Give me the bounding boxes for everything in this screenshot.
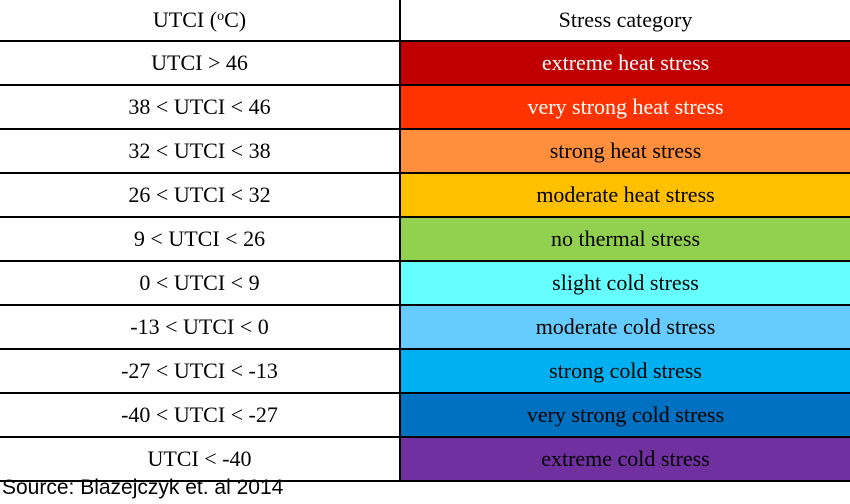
header-degree-mark: o bbox=[217, 9, 225, 24]
table-row: 38 < UTCI < 46 very strong heat stress bbox=[0, 85, 850, 130]
utci-range-cell: 32 < UTCI < 38 bbox=[0, 129, 401, 174]
table-row: -13 < UTCI < 0 moderate cold stress bbox=[0, 305, 850, 350]
utci-stress-table: UTCI (oC) Stress category UTCI > 46 extre… bbox=[0, 0, 850, 482]
table-header-row: UTCI (oC) Stress category bbox=[0, 0, 850, 42]
table-row: -40 < UTCI < -27 very strong cold stress bbox=[0, 393, 850, 438]
stress-category-cell: slight cold stress bbox=[400, 261, 850, 306]
table-row: 32 < UTCI < 38 strong heat stress bbox=[0, 129, 850, 174]
table-row: UTCI > 46 extreme heat stress bbox=[0, 41, 850, 86]
stress-category-cell: very strong heat stress bbox=[400, 85, 850, 130]
utci-range-cell: 38 < UTCI < 46 bbox=[0, 85, 401, 130]
utci-range-cell: -40 < UTCI < -27 bbox=[0, 393, 401, 438]
stress-category-cell: strong heat stress bbox=[400, 129, 850, 174]
stress-category-cell: no thermal stress bbox=[400, 217, 850, 262]
utci-range-cell: -13 < UTCI < 0 bbox=[0, 305, 401, 350]
stress-category-cell: moderate cold stress bbox=[400, 305, 850, 350]
stress-category-cell: extreme heat stress bbox=[400, 41, 850, 86]
stress-category-cell: strong cold stress bbox=[400, 349, 850, 394]
header-utci-range: UTCI (oC) bbox=[0, 0, 401, 42]
utci-range-cell: 26 < UTCI < 32 bbox=[0, 173, 401, 218]
utci-range-cell: 0 < UTCI < 9 bbox=[0, 261, 401, 306]
table-row: 0 < UTCI < 9 slight cold stress bbox=[0, 261, 850, 306]
header-utci-suffix: C) bbox=[224, 7, 247, 32]
header-utci-prefix: UTCI ( bbox=[152, 7, 218, 32]
stress-category-cell: extreme cold stress bbox=[400, 437, 850, 482]
header-stress-category: Stress category bbox=[400, 0, 850, 42]
utci-range-cell: 9 < UTCI < 26 bbox=[0, 217, 401, 262]
utci-range-cell: -27 < UTCI < -13 bbox=[0, 349, 401, 394]
table-row: UTCI < -40 extreme cold stress bbox=[0, 437, 850, 482]
utci-range-cell: UTCI > 46 bbox=[0, 41, 401, 86]
utci-range-cell: UTCI < -40 bbox=[0, 437, 401, 482]
stress-category-cell: moderate heat stress bbox=[400, 173, 850, 218]
table-row: 26 < UTCI < 32 moderate heat stress bbox=[0, 173, 850, 218]
table-row: 9 < UTCI < 26 no thermal stress bbox=[0, 217, 850, 262]
stress-category-cell: very strong cold stress bbox=[400, 393, 850, 438]
source-citation: Source: Blazejczyk et. al 2014 bbox=[2, 476, 284, 499]
table-row: -27 < UTCI < -13 strong cold stress bbox=[0, 349, 850, 394]
